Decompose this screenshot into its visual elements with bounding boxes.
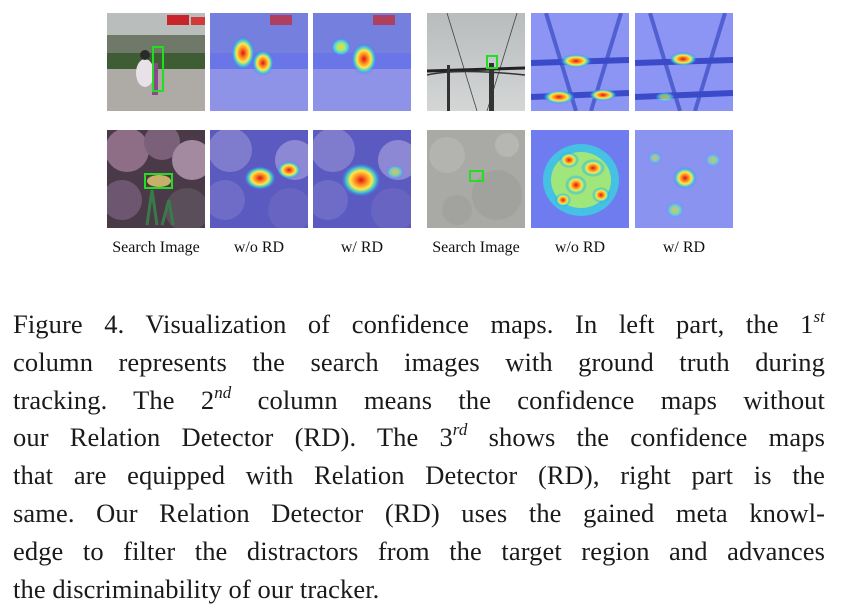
groundtruth-box bbox=[144, 173, 173, 189]
caption-line: same. Our Relation Detector (RD) uses th… bbox=[13, 497, 825, 528]
search-image-grey-texture bbox=[427, 130, 525, 228]
caption-line: Figure 4. Visualization of confidence ma… bbox=[13, 307, 825, 339]
column-label-with-rd-left: w/ RD bbox=[340, 239, 384, 256]
caption-line: that are equipped with Relation Detector… bbox=[13, 460, 825, 491]
search-image-coral-reef bbox=[107, 130, 205, 228]
figure-caption: Figure 4. Visualization of confidence ma… bbox=[13, 306, 825, 608]
groundtruth-box bbox=[152, 46, 164, 92]
groundtruth-box bbox=[486, 55, 498, 69]
confidence-map-coral-reef-with-rd bbox=[313, 130, 411, 228]
confidence-map-street-without-rd bbox=[210, 13, 308, 111]
confidence-map-grey-texture-without-rd bbox=[531, 130, 629, 228]
caption-line: our Relation Detector (RD). The 3rd show… bbox=[13, 420, 825, 453]
search-image-power-lines bbox=[427, 13, 525, 111]
confidence-map-coral-reef-without-rd bbox=[210, 130, 308, 228]
caption-line: column represents the search images with… bbox=[13, 346, 825, 377]
figure-4: Search Image w/o RD w/ RD Search Image w… bbox=[0, 0, 846, 270]
search-image-street bbox=[107, 13, 205, 111]
column-label-search-image-right: Search Image bbox=[432, 239, 520, 256]
column-label-with-rd-right: w/ RD bbox=[662, 239, 706, 256]
column-label-without-rd-left: w/o RD bbox=[233, 239, 285, 256]
column-label-without-rd-right: w/o RD bbox=[554, 239, 606, 256]
column-label-search-image-left: Search Image bbox=[112, 239, 200, 256]
confidence-map-power-lines-without-rd bbox=[531, 13, 629, 111]
confidence-map-grey-texture-with-rd bbox=[635, 130, 733, 228]
confidence-map-power-lines-with-rd bbox=[635, 13, 733, 111]
groundtruth-box bbox=[469, 170, 484, 182]
caption-line: tracking. The 2nd column means the confi… bbox=[13, 382, 825, 415]
caption-line: edge to filter the distractors from the … bbox=[13, 535, 825, 566]
caption-line: the discriminability of our tracker. bbox=[13, 573, 380, 604]
confidence-map-street-with-rd bbox=[313, 13, 411, 111]
